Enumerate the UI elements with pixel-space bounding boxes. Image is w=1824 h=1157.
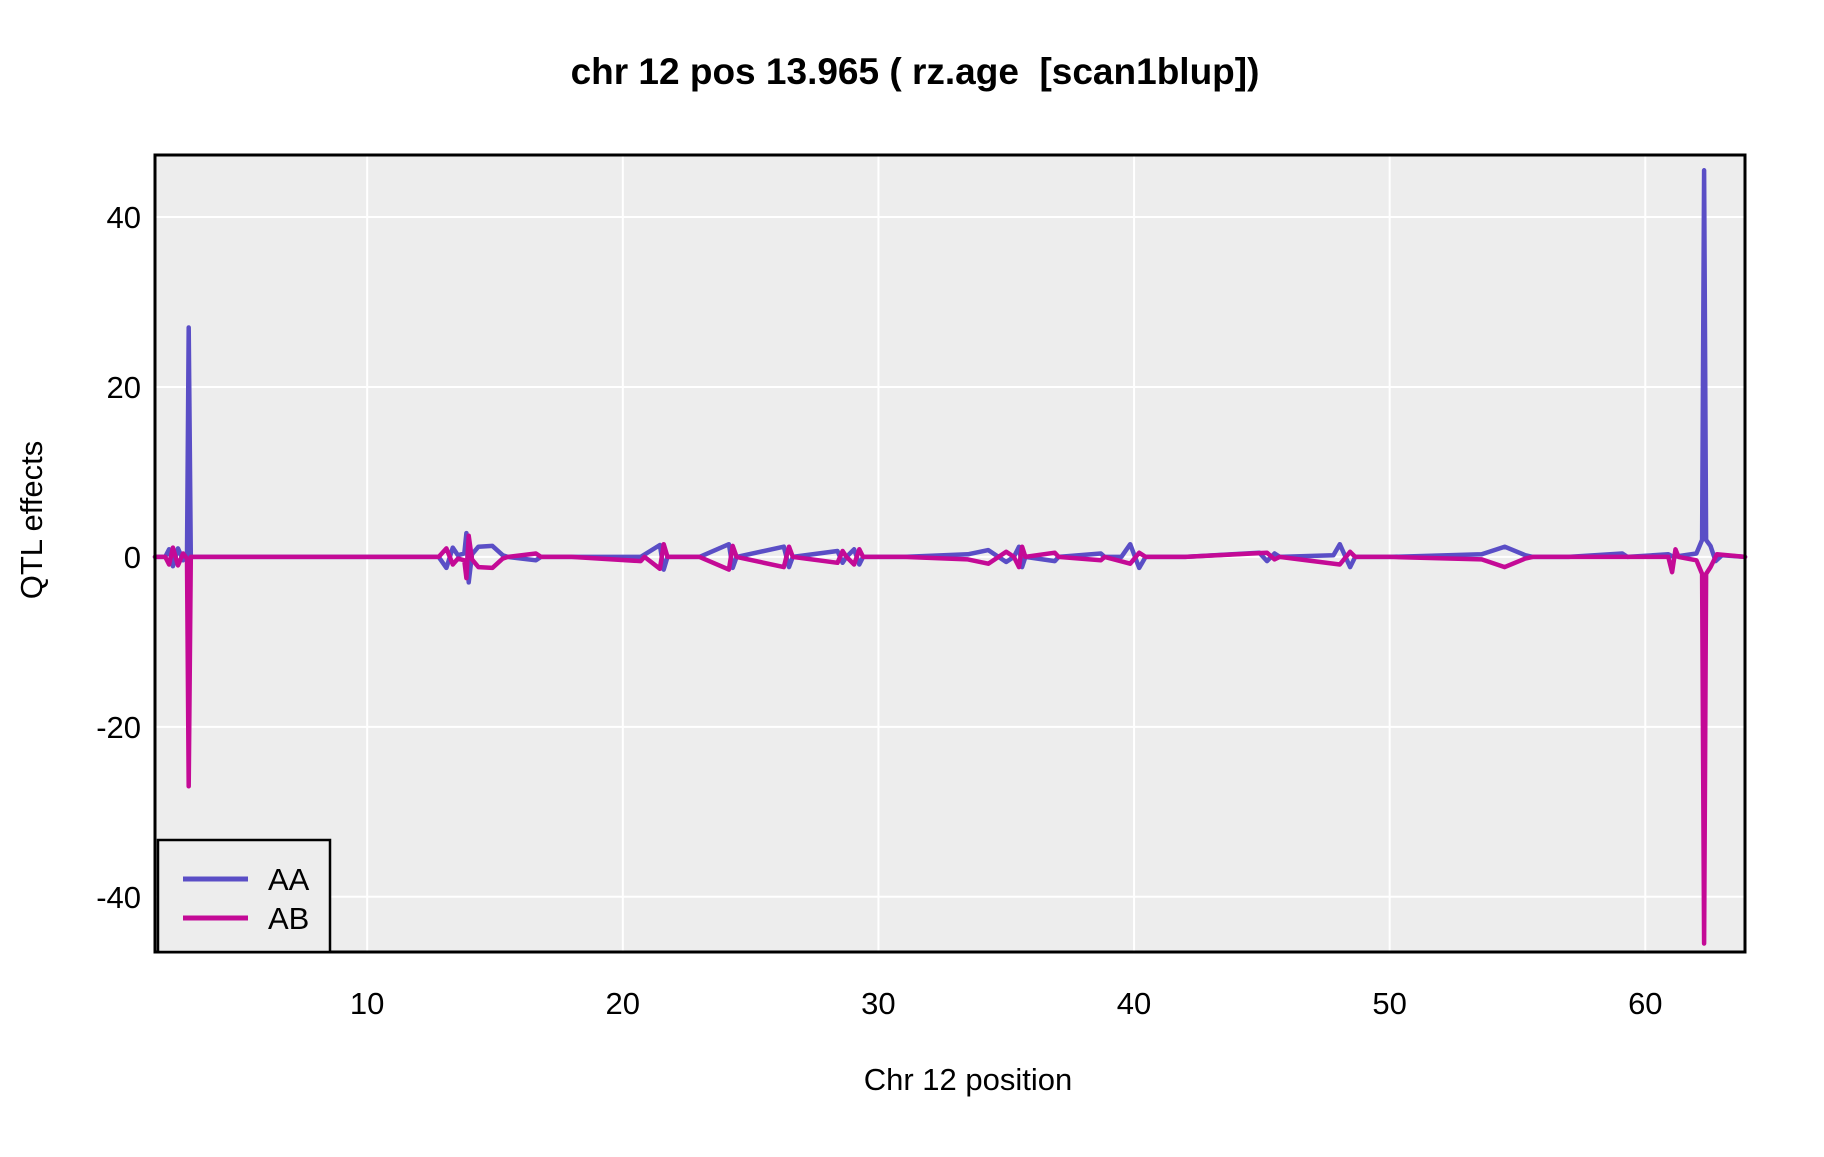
y-axis-title: QTL effects	[14, 441, 49, 600]
y-tick-label: -40	[96, 880, 141, 915]
x-axis-title: Chr 12 position	[864, 1062, 1073, 1097]
x-tick-label: 50	[1372, 986, 1406, 1021]
legend-label-aa: AA	[268, 862, 310, 897]
legend: AA AB	[156, 838, 332, 954]
x-tick-label: 10	[350, 986, 384, 1021]
x-axis-tick-labels: 10 20 30 40 50 60	[350, 986, 1663, 1021]
legend-label-ab: AB	[268, 901, 309, 936]
x-tick-label: 20	[606, 986, 640, 1021]
y-axis-tick-labels: -40 -20 0 20 40	[96, 200, 141, 915]
x-tick-label: 40	[1117, 986, 1151, 1021]
y-tick-label: 20	[107, 370, 141, 405]
series-line-ab	[152, 533, 1748, 946]
y-tick-label: -20	[96, 710, 141, 745]
y-tick-label: 40	[107, 200, 141, 235]
x-tick-label: 30	[861, 986, 895, 1021]
x-tick-label: 60	[1628, 986, 1662, 1021]
legend-box	[156, 838, 332, 954]
plot-border	[153, 153, 1747, 954]
chart-title: chr 12 pos 13.965 ( rz.age [scan1blup])	[571, 51, 1260, 92]
data-series	[152, 168, 1748, 946]
y-tick-label: 0	[124, 540, 141, 575]
